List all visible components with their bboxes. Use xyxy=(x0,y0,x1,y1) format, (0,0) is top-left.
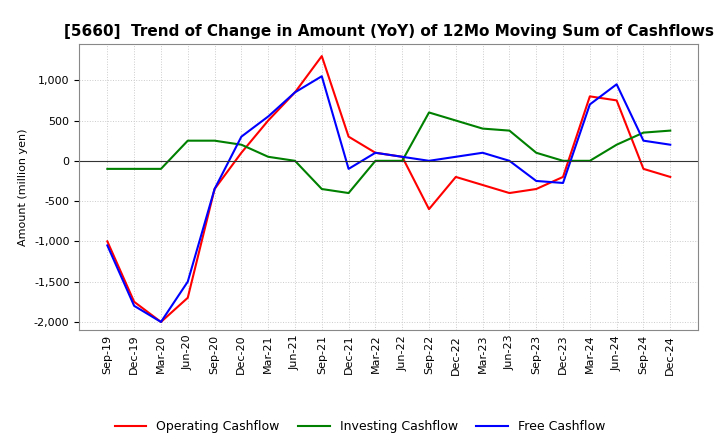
Investing Cashflow xyxy=(585,158,594,163)
Free Cashflow xyxy=(505,158,514,163)
Investing Cashflow xyxy=(318,187,326,192)
Line: Operating Cashflow: Operating Cashflow xyxy=(107,56,670,322)
Operating Cashflow xyxy=(478,182,487,187)
Free Cashflow xyxy=(103,243,112,248)
Legend: Operating Cashflow, Investing Cashflow, Free Cashflow: Operating Cashflow, Investing Cashflow, … xyxy=(110,415,610,438)
Free Cashflow xyxy=(451,154,460,159)
Investing Cashflow xyxy=(425,110,433,115)
Investing Cashflow xyxy=(264,154,272,159)
Operating Cashflow xyxy=(318,53,326,59)
Free Cashflow xyxy=(585,102,594,107)
Operating Cashflow xyxy=(371,150,379,155)
Operating Cashflow xyxy=(559,174,567,180)
Investing Cashflow xyxy=(559,158,567,163)
Investing Cashflow xyxy=(398,158,407,163)
Free Cashflow xyxy=(478,150,487,155)
Operating Cashflow xyxy=(532,187,541,192)
Investing Cashflow xyxy=(505,128,514,133)
Free Cashflow xyxy=(666,142,675,147)
Line: Investing Cashflow: Investing Cashflow xyxy=(107,113,670,193)
Free Cashflow xyxy=(612,82,621,87)
Operating Cashflow xyxy=(505,191,514,196)
Investing Cashflow xyxy=(532,150,541,155)
Operating Cashflow xyxy=(451,174,460,180)
Free Cashflow xyxy=(532,178,541,183)
Operating Cashflow xyxy=(612,98,621,103)
Investing Cashflow xyxy=(130,166,138,172)
Free Cashflow xyxy=(559,180,567,186)
Investing Cashflow xyxy=(237,142,246,147)
Line: Free Cashflow: Free Cashflow xyxy=(107,76,670,322)
Operating Cashflow xyxy=(398,154,407,159)
Free Cashflow xyxy=(291,90,300,95)
Investing Cashflow xyxy=(291,158,300,163)
Operating Cashflow xyxy=(237,150,246,155)
Investing Cashflow xyxy=(184,138,192,143)
Investing Cashflow xyxy=(371,158,379,163)
Operating Cashflow xyxy=(157,319,166,325)
Free Cashflow xyxy=(237,134,246,139)
Free Cashflow xyxy=(318,73,326,79)
Free Cashflow xyxy=(184,279,192,284)
Investing Cashflow xyxy=(210,138,219,143)
Operating Cashflow xyxy=(425,206,433,212)
Investing Cashflow xyxy=(344,191,353,196)
Y-axis label: Amount (million yen): Amount (million yen) xyxy=(18,128,28,246)
Operating Cashflow xyxy=(130,299,138,304)
Operating Cashflow xyxy=(344,134,353,139)
Investing Cashflow xyxy=(666,128,675,133)
Operating Cashflow xyxy=(666,174,675,180)
Free Cashflow xyxy=(130,303,138,308)
Free Cashflow xyxy=(344,166,353,172)
Investing Cashflow xyxy=(451,118,460,123)
Free Cashflow xyxy=(264,114,272,119)
Operating Cashflow xyxy=(639,166,648,172)
Investing Cashflow xyxy=(157,166,166,172)
Operating Cashflow xyxy=(210,187,219,192)
Operating Cashflow xyxy=(291,90,300,95)
Title: [5660]  Trend of Change in Amount (YoY) of 12Mo Moving Sum of Cashflows: [5660] Trend of Change in Amount (YoY) o… xyxy=(64,24,714,39)
Investing Cashflow xyxy=(103,166,112,172)
Investing Cashflow xyxy=(478,126,487,131)
Operating Cashflow xyxy=(264,118,272,123)
Free Cashflow xyxy=(425,158,433,163)
Investing Cashflow xyxy=(612,142,621,147)
Free Cashflow xyxy=(398,154,407,159)
Free Cashflow xyxy=(639,138,648,143)
Free Cashflow xyxy=(210,187,219,192)
Operating Cashflow xyxy=(184,295,192,301)
Investing Cashflow xyxy=(639,130,648,135)
Operating Cashflow xyxy=(585,94,594,99)
Operating Cashflow xyxy=(103,239,112,244)
Free Cashflow xyxy=(371,150,379,155)
Free Cashflow xyxy=(157,319,166,325)
